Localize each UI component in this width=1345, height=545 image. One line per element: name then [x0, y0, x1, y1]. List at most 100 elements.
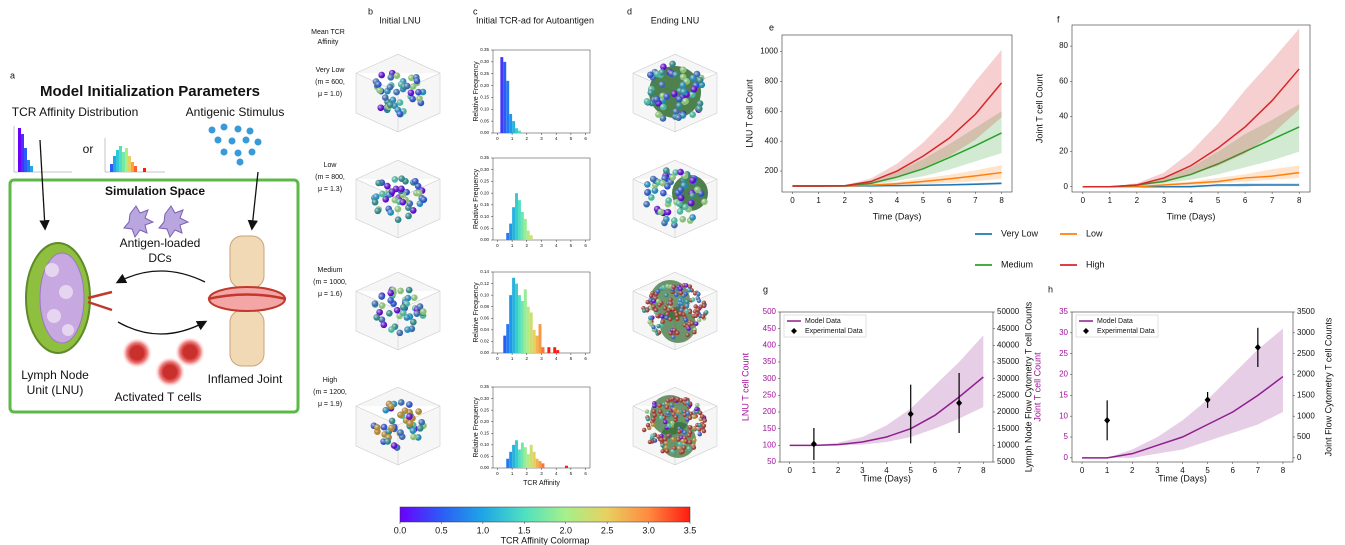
sphere-shade [409, 95, 416, 103]
sphere-shade [388, 424, 395, 432]
sphere-shade [672, 328, 677, 333]
x-tick-label: 5 [570, 243, 573, 248]
sphere-shade [682, 430, 687, 435]
y-tick-label: 0.35 [480, 47, 489, 52]
sphere-shade [388, 188, 396, 195]
scatter-3d [355, 159, 441, 239]
sphere-shade [672, 169, 679, 176]
data-point [1254, 343, 1261, 351]
y-tick-label: 0.12 [480, 281, 489, 286]
sphere-shade [382, 406, 390, 414]
y2-axis-label: Lymph Node Flow Cytometry T cell Counts [1023, 301, 1033, 472]
x-tick-label: 1.5 [518, 525, 531, 535]
sphere-shade [671, 307, 676, 312]
cube-outline [355, 386, 441, 466]
histogram-bar [520, 211, 524, 240]
sphere-shade [677, 441, 683, 447]
sphere-shade [404, 326, 411, 333]
sphere-shade [697, 422, 703, 428]
sphere-shade [397, 287, 404, 295]
y2-tick-label: 30000 [997, 374, 1020, 383]
sphere-shade [682, 97, 689, 105]
y-tick-label: 10 [1059, 411, 1068, 420]
sphere-shade [387, 289, 394, 297]
mini-histogram [13, 126, 72, 173]
sphere-shade [692, 291, 698, 296]
x-tick-label: 2.0 [559, 525, 572, 535]
histogram-bar [523, 218, 527, 240]
sphere-shade [381, 94, 389, 101]
sphere-shade [692, 437, 697, 443]
histogram-bar [520, 300, 524, 353]
text: Antigenic Stimulus [186, 105, 285, 119]
confidence-band [1082, 104, 1300, 187]
histogram-bar [553, 347, 557, 353]
y-tick-label: 800 [765, 76, 779, 85]
sphere-shade [403, 314, 411, 321]
x-tick-label: 3 [1155, 466, 1160, 475]
y-tick-label: 0.20 [480, 83, 489, 88]
x-tick-label: 3 [860, 466, 865, 475]
histogram-bar [509, 223, 513, 240]
confidence-band [792, 49, 1002, 187]
sphere-shade [665, 398, 671, 403]
sphere-shade [376, 308, 383, 316]
sphere-shade [647, 89, 655, 97]
sphere-shade [655, 313, 660, 319]
histogram-bar [512, 444, 516, 468]
data-point [1104, 416, 1111, 424]
sphere-shade [688, 91, 696, 98]
sphere-shade [378, 302, 386, 310]
x-tick-label: 3 [540, 243, 543, 248]
confidence-band [792, 111, 1002, 187]
histogram-bar [538, 461, 542, 468]
antigen-dots [208, 123, 262, 166]
sphere-shade [387, 297, 395, 304]
sphere-shade [651, 324, 656, 330]
sphere-shade [396, 329, 404, 337]
x-tick-label: 0.5 [435, 525, 448, 535]
sphere-shade [663, 167, 670, 174]
x-tick-label: 2 [526, 136, 529, 141]
histogram-bar [556, 350, 560, 353]
x-tick-label: 7 [957, 466, 962, 475]
y-tick-label: 500 [763, 307, 777, 316]
y2-tick-label: 0 [1297, 453, 1302, 462]
sphere-shade [374, 207, 382, 215]
sphere-shade [693, 313, 699, 318]
sphere-shade [689, 176, 696, 184]
sphere-shade [397, 411, 404, 419]
sphere-shade [379, 190, 386, 198]
sphere-shade [684, 308, 689, 313]
histogram-bar [517, 449, 521, 468]
sphere-shade [378, 316, 386, 323]
sphere-shade [380, 321, 388, 329]
confidence-band [1082, 328, 1283, 458]
y-tick-label: 0.15 [480, 430, 489, 435]
row-params: μ = 1.3) [318, 186, 342, 193]
histogram-bar [506, 324, 510, 353]
legend-label: High [1086, 259, 1105, 269]
histogram-bar [532, 451, 536, 468]
row-params: (m = 1000, [313, 279, 347, 286]
sphere-shade [398, 175, 405, 182]
sphere-shade [689, 111, 697, 118]
sphere-shade [375, 81, 382, 88]
sphere-shade [704, 310, 709, 315]
sphere-shade [663, 440, 669, 446]
sphere-shade [677, 429, 682, 434]
sphere-shade [653, 96, 660, 103]
x-tick-label: 3.0 [642, 525, 655, 535]
data-point [907, 410, 914, 418]
data-line [1082, 68, 1300, 188]
sphere-shade [386, 83, 394, 91]
sphere-shade [677, 194, 685, 202]
sphere-shade [644, 189, 651, 196]
confidence-band [1082, 165, 1300, 187]
sphere-shade [387, 74, 395, 81]
sphere-shade [396, 99, 404, 106]
sphere-shade [416, 425, 424, 432]
y2-tick-label: 15000 [997, 424, 1020, 433]
histogram-bar [523, 289, 527, 353]
sphere-shade [697, 432, 702, 437]
